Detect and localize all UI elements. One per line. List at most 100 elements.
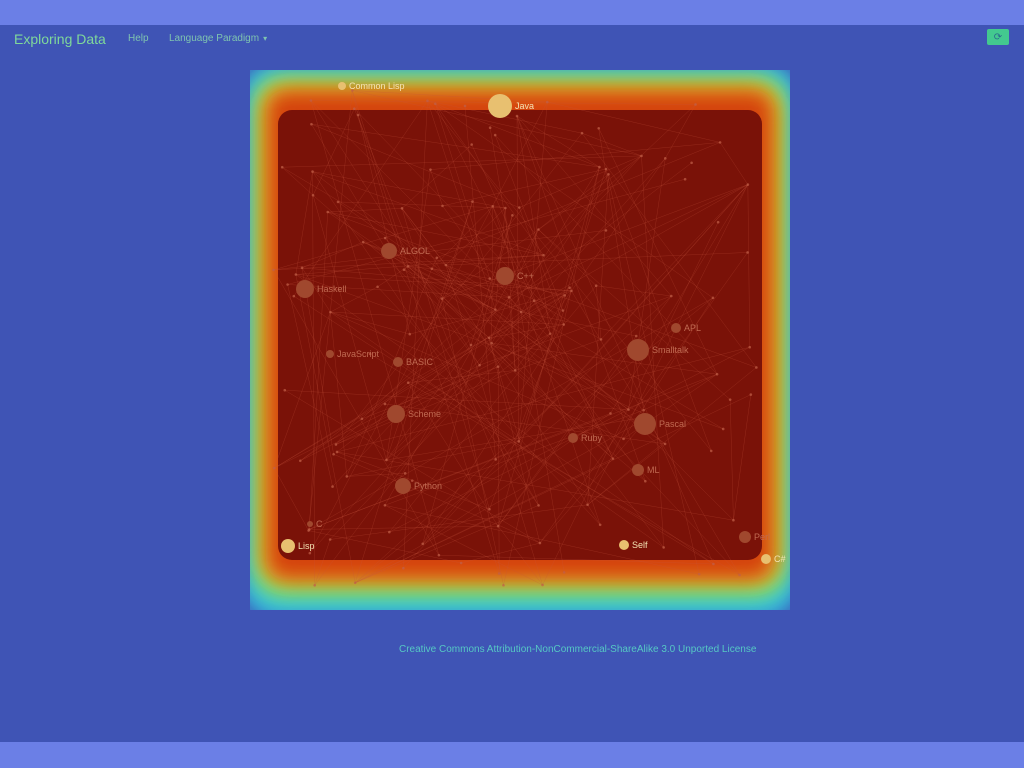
help-link[interactable]: Help bbox=[128, 33, 149, 44]
graph-edge bbox=[438, 554, 714, 565]
language-node-dot[interactable] bbox=[387, 405, 405, 423]
language-node[interactable]: Smalltalk bbox=[627, 339, 689, 361]
navbar: Exploring Data Help Language Paradigm ▾ bbox=[0, 25, 1024, 53]
brand-link[interactable]: Exploring Data bbox=[14, 31, 106, 47]
language-node-dot[interactable] bbox=[739, 531, 751, 543]
graph-minor-node bbox=[272, 466, 276, 470]
graph-edge bbox=[533, 300, 602, 340]
graph-edge bbox=[346, 473, 406, 477]
language-node[interactable]: C bbox=[307, 519, 323, 529]
graph-edge bbox=[497, 295, 672, 527]
graph-minor-node bbox=[440, 297, 444, 300]
graph-edge bbox=[330, 311, 410, 335]
language-node[interactable]: Python bbox=[395, 478, 442, 494]
graph-minor-node bbox=[298, 459, 302, 463]
language-node[interactable]: Haskell bbox=[296, 280, 347, 298]
language-node[interactable]: Ruby bbox=[568, 433, 603, 443]
graph-edge bbox=[427, 100, 496, 310]
graph-edge bbox=[515, 370, 646, 482]
graph-minor-node bbox=[488, 507, 491, 511]
language-node-dot[interactable] bbox=[619, 540, 629, 550]
graph-minor-node bbox=[410, 479, 414, 482]
graph-edge bbox=[569, 287, 740, 576]
graph-edge bbox=[436, 142, 721, 259]
graph-minor-node bbox=[532, 299, 536, 303]
graph-edge bbox=[273, 269, 440, 556]
graph-minor-node bbox=[493, 133, 497, 137]
graph-minor-node bbox=[402, 268, 406, 272]
graph-edge bbox=[431, 257, 438, 269]
refresh-button[interactable]: ⟳ bbox=[987, 29, 1009, 45]
graph-edge bbox=[384, 409, 644, 506]
language-node[interactable]: Pascal bbox=[634, 413, 686, 435]
graph-minor-node bbox=[697, 572, 701, 576]
language-node[interactable]: C++ bbox=[496, 267, 534, 285]
language-node-dot[interactable] bbox=[381, 243, 397, 259]
language-node[interactable]: Common Lisp bbox=[338, 81, 405, 91]
graph-edge bbox=[384, 237, 480, 366]
language-graph[interactable]: Common Lisp Java ALGOL C++ Haskell APL Smallta… bbox=[250, 70, 790, 610]
language-node-dot[interactable] bbox=[568, 433, 578, 443]
graph-edge bbox=[311, 123, 520, 208]
graph-edge bbox=[310, 100, 480, 366]
graph-edge bbox=[409, 290, 572, 335]
language-paradigm-dropdown[interactable]: Language Paradigm ▾ bbox=[169, 33, 267, 44]
graph-minor-node bbox=[313, 583, 317, 587]
language-node-dot[interactable] bbox=[632, 464, 644, 476]
language-node-dot[interactable] bbox=[296, 280, 314, 298]
license-link[interactable]: Creative Commons Attribution-NonCommerci… bbox=[399, 644, 757, 655]
language-node-dot[interactable] bbox=[634, 413, 656, 435]
graph-minor-node bbox=[433, 102, 437, 106]
graph-minor-node bbox=[502, 583, 505, 587]
graph-edge bbox=[497, 335, 637, 527]
language-node-dot[interactable] bbox=[281, 539, 295, 553]
language-node[interactable]: Perl bbox=[739, 531, 770, 543]
graph-edge bbox=[337, 201, 506, 209]
graph-edge bbox=[287, 284, 510, 298]
graph-minor-node bbox=[360, 417, 364, 421]
graph-minor-node bbox=[537, 228, 540, 231]
graph-edge bbox=[610, 184, 749, 414]
language-node[interactable]: JavaScript bbox=[326, 349, 380, 359]
graph-minor-node bbox=[388, 530, 391, 534]
graph-edge bbox=[519, 207, 564, 325]
graph-minor-node bbox=[599, 338, 603, 341]
graph-edge bbox=[389, 333, 551, 533]
language-node-dot[interactable] bbox=[488, 94, 512, 118]
language-node[interactable]: APL bbox=[671, 323, 701, 333]
graph-minor-node bbox=[329, 310, 332, 314]
graph-edge bbox=[330, 311, 664, 548]
graph-edge bbox=[327, 211, 544, 256]
language-node[interactable]: ALGOL bbox=[381, 243, 430, 259]
graph-edges bbox=[273, 90, 757, 586]
heatmap-glow bbox=[250, 70, 790, 610]
top-strip bbox=[0, 0, 1024, 25]
language-node-dot[interactable] bbox=[671, 323, 681, 333]
language-node-dot[interactable] bbox=[326, 350, 334, 358]
language-node[interactable]: Scheme bbox=[387, 405, 441, 423]
language-node-dot[interactable] bbox=[307, 521, 313, 527]
graph-minor-node bbox=[488, 277, 492, 280]
graph-edge bbox=[384, 237, 516, 371]
graph-minor-node bbox=[406, 381, 410, 385]
language-node[interactable]: Self bbox=[619, 540, 648, 550]
graph-minor-node bbox=[604, 229, 608, 232]
language-node[interactable]: Lisp bbox=[281, 539, 315, 553]
bottom-strip bbox=[0, 742, 1024, 768]
graph-minor-node bbox=[683, 177, 687, 181]
graph-edge bbox=[587, 174, 609, 505]
language-node[interactable]: C# bbox=[761, 554, 786, 564]
graph-minor-node bbox=[406, 265, 410, 268]
language-node-dot[interactable] bbox=[393, 357, 403, 367]
language-node[interactable]: Java bbox=[488, 94, 534, 118]
graph-minor-node bbox=[562, 323, 566, 326]
language-node-dot[interactable] bbox=[338, 82, 346, 90]
language-node[interactable]: ML bbox=[632, 464, 660, 476]
language-node-dot[interactable] bbox=[395, 478, 411, 494]
language-node-dot[interactable] bbox=[496, 267, 514, 285]
graph-edge bbox=[491, 343, 614, 459]
language-node-dot[interactable] bbox=[761, 554, 771, 564]
graph-edge bbox=[312, 108, 355, 196]
language-node-dot[interactable] bbox=[627, 339, 649, 361]
language-node[interactable]: BASIC bbox=[393, 357, 434, 367]
